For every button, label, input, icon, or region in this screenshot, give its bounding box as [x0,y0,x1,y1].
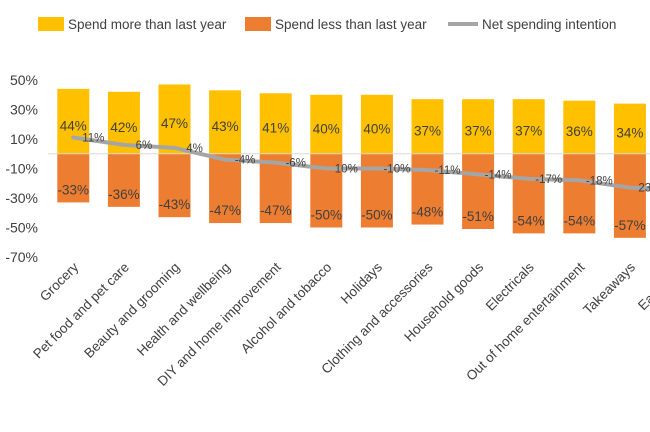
label-net: 4% [186,143,203,155]
y-tick-label: 10% [10,131,38,147]
bars [57,84,646,238]
bar-spend-less [462,153,495,229]
bar-spend-less [57,153,90,203]
label-net: -18% [586,175,613,187]
y-tick-label: -70% [5,249,38,265]
category-label: Grocery [37,259,82,304]
legend: Spend more than last year Spend less than… [38,17,616,32]
bar-spend-more [360,94,393,154]
bar-spend-less [613,153,646,238]
bar-spend-less [563,153,596,234]
net-line-path [71,135,650,191]
bar-spend-more [462,99,495,154]
label-spend-more: 42% [110,120,137,135]
label-spend-more: 44% [60,118,87,133]
label-net: -11% [435,165,461,177]
bar-spend-more [57,88,90,154]
label-spend-less: -47% [260,203,292,218]
category-label: Holidays [338,259,385,306]
label-net: -10% [383,164,410,176]
bar-spend-more [259,93,292,154]
legend-label-2: Net spending intention [482,17,616,32]
label-spend-less: -33% [58,182,90,197]
category-label: Takeaways [580,259,638,317]
label-spend-more: 37% [414,123,441,138]
label-spend-less: -50% [361,208,393,223]
category-label: Alcohol and tobacco [238,260,335,357]
legend-swatch-1 [245,17,271,31]
category-label: Electricals [483,259,537,313]
label-spend-more: 34% [616,126,643,141]
bar-spend-less [411,153,444,225]
label-net: -6% [285,158,305,170]
label-spend-more: 36% [566,124,593,139]
category-label: Beauty and grooming [81,260,182,361]
net-line [71,135,650,191]
y-tick-label: 30% [10,102,38,118]
label-spend-more: 37% [515,123,542,138]
label-spend-less: -48% [412,205,444,220]
bar-spend-more [512,99,545,154]
bar-spend-more [209,90,242,154]
label-spend-more: 41% [262,121,289,136]
y-axis: 50% 30% 10% -10% -30% -50% -70% [5,72,38,265]
label-spend-less: -36% [108,187,140,202]
bar-spend-less [360,153,393,228]
label-net: -4% [235,155,255,167]
label-net: 10% [335,164,358,176]
label-spend-less: -47% [209,203,241,218]
label-spend-less: -54% [564,213,596,228]
label-spend-more: 43% [212,119,239,134]
label-net: 23% [638,183,650,195]
bar-spend-more [158,84,191,154]
label-spend-less: -57% [614,218,646,233]
legend-label-0: Spend more than last year [68,17,227,32]
bar-spend-less [209,153,242,224]
category-label: Eating out [635,259,650,313]
y-tick-label: -30% [5,190,38,206]
label-net: 11% [82,133,104,145]
category-label: Health and wellbeing [134,260,233,359]
legend-label-1: Spend less than last year [275,17,427,32]
bar-spend-less [512,153,545,234]
bar-spend-more [310,94,343,154]
label-spend-more: 40% [363,121,390,136]
data-labels: 44% -33% 11% 42% -36% 6% 47% -43% 4% 43% -47% -4% 41… [58,116,650,233]
y-tick-label: 50% [10,72,38,88]
bar-spend-more [613,103,646,154]
bar-spend-less [158,153,191,218]
label-spend-less: -54% [513,213,545,228]
label-spend-less: -43% [159,197,191,212]
label-spend-less: -51% [462,209,494,224]
bar-spend-more [411,99,444,154]
label-net: -17% [535,174,562,186]
y-tick-label: -10% [5,161,38,177]
category-label: Pet food and pet care [30,260,132,362]
label-spend-less: -50% [311,208,343,223]
label-net: 6% [136,140,153,152]
bar-spend-more [563,100,596,154]
label-spend-more: 37% [465,123,492,138]
y-tick-label: -50% [5,220,38,236]
bar-spend-less [107,153,140,207]
label-spend-more: 47% [161,116,188,131]
label-spend-more: 40% [313,121,340,136]
legend-swatch-0 [38,17,64,31]
label-net: -14% [485,169,512,181]
